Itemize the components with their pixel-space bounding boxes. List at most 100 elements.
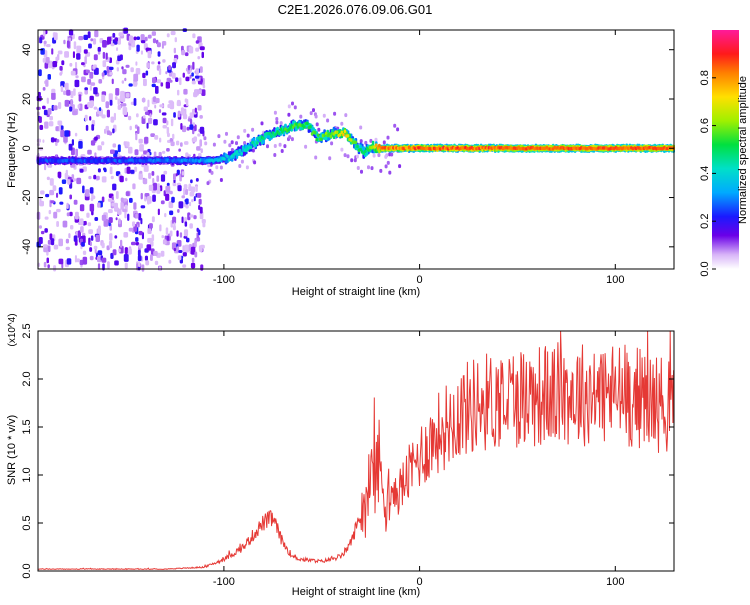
noise-cell (212, 142, 216, 147)
noise-cell (122, 69, 127, 75)
noise-cell (52, 61, 58, 68)
ridge-cell (328, 132, 331, 136)
noise-cell (185, 76, 190, 82)
noise-cell (47, 74, 51, 80)
noise-cell (156, 79, 162, 84)
noise-cell (69, 194, 72, 200)
noise-cell (109, 166, 113, 175)
snr-series (37, 330, 675, 571)
ridge-cell (241, 145, 245, 150)
noise-cell (195, 47, 200, 52)
noise-cell (146, 244, 152, 251)
noise-cell (369, 138, 373, 143)
noise-cell (187, 65, 191, 69)
noise-cell (138, 243, 143, 249)
noise-cell (57, 120, 63, 126)
noise-cell (193, 215, 197, 220)
noise-cell (88, 229, 93, 234)
noise-cell (46, 97, 49, 104)
noise-cell (95, 252, 98, 258)
noise-cell (51, 48, 54, 55)
noise-cell (116, 67, 119, 72)
noise-cell (57, 171, 62, 178)
noise-cell (186, 237, 190, 243)
noise-cell (69, 106, 73, 112)
noise-cell (128, 146, 133, 154)
noise-cell (97, 250, 103, 256)
noise-cell (65, 246, 70, 251)
noise-cell (114, 37, 118, 42)
noise-cell (191, 80, 196, 85)
snr-y-scale: (x10^4) (7, 313, 18, 346)
noise-cell (74, 79, 80, 88)
noise-cell (273, 144, 277, 148)
noise-cell (203, 136, 207, 141)
noise-cell (197, 80, 203, 85)
noise-cell (191, 257, 195, 263)
noise-cell (36, 211, 41, 220)
noise-cell (97, 51, 101, 55)
noise-cell (134, 149, 139, 156)
noise-cell (195, 68, 199, 75)
spectrogram-x-ticks: -100 0 100 (213, 30, 624, 286)
noise-cell (176, 101, 181, 107)
noise-cell (169, 230, 173, 237)
noise-cell (293, 105, 297, 110)
noise-cell (110, 43, 115, 47)
noise-cell (128, 35, 134, 44)
noise-cell (85, 189, 90, 197)
noise-cell (40, 230, 45, 235)
noise-cell (379, 168, 383, 173)
noise-cell (101, 114, 106, 119)
noise-cell (135, 213, 139, 219)
noise-cell (105, 125, 109, 132)
ridge-cell (359, 147, 362, 152)
noise-cell (101, 196, 105, 203)
noise-cell (121, 66, 124, 70)
noise-cell (253, 160, 257, 165)
noise-cell (287, 104, 291, 109)
noise-cell (109, 233, 113, 241)
noise-cell (145, 47, 151, 51)
noise-cell (115, 217, 118, 221)
ridge-cell (295, 122, 298, 126)
noise-cell (377, 153, 381, 158)
noise-cell (196, 237, 201, 242)
noise-cell (87, 31, 91, 39)
noise-cell (151, 61, 155, 65)
noise-cell (356, 166, 360, 170)
ridge-cell (378, 143, 381, 148)
noise-cell (333, 111, 337, 116)
noise-cell (66, 258, 72, 265)
noise-cell (56, 221, 59, 227)
noise-cell (87, 78, 92, 85)
noise-cell (95, 234, 100, 242)
noise-cell (184, 244, 190, 253)
noise-cell (61, 60, 65, 66)
noise-cell (82, 256, 88, 265)
noise-cell (45, 193, 50, 198)
noise-cell (162, 125, 167, 129)
noise-cell (147, 34, 152, 39)
noise-cell (172, 181, 177, 187)
noise-cell (181, 171, 185, 176)
noise-cell (58, 238, 63, 247)
ridge-cell (306, 121, 309, 126)
noise-cell (105, 52, 108, 60)
noise-cell (304, 144, 308, 149)
ridge-cell (338, 133, 342, 137)
noise-cell (36, 95, 42, 102)
noise-cell (115, 88, 120, 96)
noise-cell (39, 37, 43, 44)
noise-cell (186, 126, 190, 131)
noise-cell (107, 198, 113, 202)
noise-cell (194, 75, 200, 79)
noise-cell (181, 50, 186, 56)
noise-cell (185, 198, 189, 205)
colorbar-gradient (712, 30, 739, 269)
noise-cell (173, 47, 176, 54)
noise-cell (97, 168, 101, 173)
noise-cell (142, 72, 146, 79)
noise-cell (56, 208, 61, 213)
noise-cell (119, 175, 124, 183)
